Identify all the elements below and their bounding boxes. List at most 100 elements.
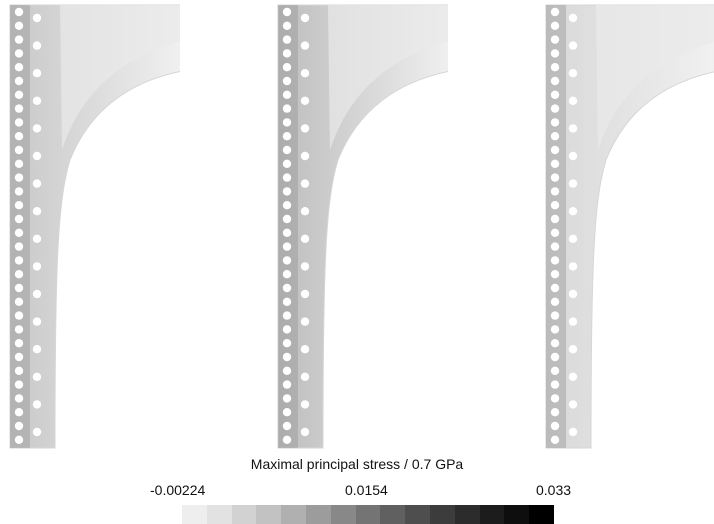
bolt-hole [568, 13, 578, 23]
bolt-hole [32, 41, 42, 50]
bolt-hole [14, 62, 24, 72]
bolt-hole [14, 380, 24, 389]
bolt-hole [14, 35, 24, 44]
bolt-hole [32, 13, 42, 23]
bolt-hole [568, 151, 578, 161]
bolt-hole [568, 262, 578, 271]
bolt-hole [300, 96, 310, 106]
bolt-hole [550, 256, 560, 265]
fillet-region [596, 5, 714, 150]
bolt-hole [550, 394, 560, 403]
bolt-hole [14, 21, 24, 30]
bolt-hole [550, 339, 560, 348]
bolt-hole [550, 90, 560, 100]
bolt-hole [282, 118, 292, 127]
bolt-hole [14, 132, 24, 141]
bolt-hole [282, 21, 292, 30]
bolt-hole [300, 69, 310, 78]
colorbar-swatch-13 [504, 505, 530, 524]
bolt-hole [282, 214, 292, 224]
fillet-region [60, 5, 180, 150]
bolt-hole [282, 35, 292, 44]
stress-field-panel-2 [268, 0, 448, 450]
bolt-hole [14, 242, 24, 251]
bolt-hole [300, 427, 310, 437]
bolt-hole [32, 345, 42, 354]
colorbar-swatch-3 [256, 505, 282, 524]
bolt-hole [550, 187, 560, 196]
bolt-hole [568, 207, 578, 216]
bolt-hole [282, 228, 292, 237]
bolt-hole [32, 262, 42, 271]
colorbar-tick-max: 0.033 [536, 482, 572, 498]
bolt-hole [282, 325, 292, 334]
bolt-hole [14, 187, 24, 196]
bolt-hole [14, 49, 24, 58]
bolt-hole [300, 372, 310, 381]
colorbar-swatch-2 [231, 505, 257, 524]
bolt-hole [550, 132, 560, 141]
bolt-hole [282, 380, 292, 389]
bolt-hole [568, 69, 578, 78]
bolt-hole [14, 256, 24, 265]
bolt-hole [282, 297, 292, 306]
bolt-hole [550, 297, 560, 306]
structure-outline [9, 4, 180, 449]
bolt-hole [14, 270, 24, 279]
bolt-hole [550, 76, 560, 86]
bolt-hole [14, 325, 24, 334]
bolt-hole [282, 352, 292, 362]
bolt-hole [282, 283, 292, 293]
bolt-hole [32, 69, 42, 78]
bolt-hole [568, 345, 578, 354]
bolt-hole [14, 145, 24, 155]
bolt-hole [14, 339, 24, 348]
bolt-hole [550, 145, 560, 155]
bolt-hole [14, 283, 24, 293]
column-stress-band [546, 5, 566, 448]
colorbar-swatch-8 [380, 505, 406, 524]
bolt-hole [550, 228, 560, 237]
bolt-hole [14, 159, 24, 168]
colorbar-swatch-12 [479, 505, 505, 524]
bolt-hole [550, 214, 560, 224]
bolt-hole [32, 234, 42, 243]
bolt-hole [550, 21, 560, 30]
bolt-hole [32, 400, 42, 409]
bolt-hole [14, 311, 24, 320]
bolt-hole [300, 400, 310, 409]
bolt-hole [14, 394, 24, 403]
column-stress-band [10, 5, 30, 448]
bolt-hole [32, 289, 42, 299]
colorbar-tick-mid: 0.0154 [345, 482, 388, 498]
bolt-hole [282, 173, 292, 182]
bolt-hole [32, 317, 42, 326]
bolt-hole [550, 35, 560, 44]
bolt-hole [300, 124, 310, 133]
bolt-hole [568, 96, 578, 106]
column-stress-band [278, 5, 298, 448]
colorbar-swatch-0 [182, 505, 207, 524]
colorbar-swatch-5 [305, 505, 331, 524]
bolt-hole [282, 270, 292, 279]
bolt-hole [14, 201, 24, 210]
bolt-hole [550, 270, 560, 279]
bolt-hole [568, 124, 578, 133]
bolt-hole [568, 41, 578, 50]
colorbar-swatch-14 [529, 505, 554, 524]
bolt-hole [282, 132, 292, 141]
bolt-hole [14, 435, 24, 444]
bolt-hole [568, 400, 578, 409]
bolt-hole [550, 159, 560, 168]
bolt-hole [282, 435, 292, 444]
colorbar-swatch-1 [206, 505, 232, 524]
bolt-hole [282, 90, 292, 100]
bolt-hole [14, 90, 24, 100]
bolt-hole [14, 297, 24, 306]
bolt-hole [282, 104, 292, 113]
bolt-hole [32, 96, 42, 106]
bolt-hole [550, 104, 560, 113]
bolt-hole [300, 234, 310, 243]
colorbar-swatch-4 [281, 505, 306, 524]
bolt-hole [282, 62, 292, 72]
